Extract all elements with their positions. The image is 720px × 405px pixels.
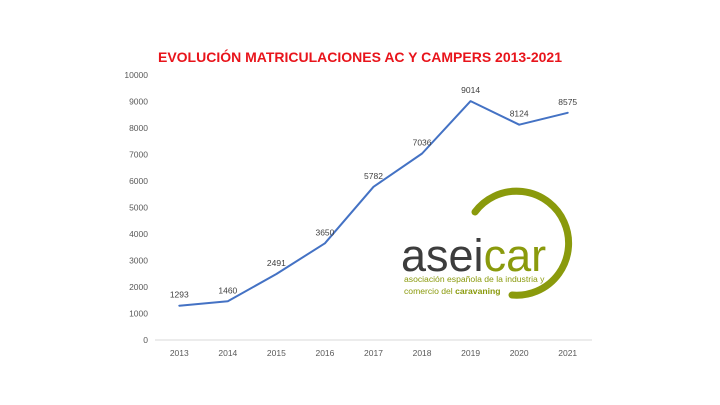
y-tick-label: 7000 (129, 150, 148, 160)
axes: 0 1000 2000 3000 4000 5000 6000 7000 8000 9000 100… (124, 70, 592, 358)
data-label: 2491 (267, 258, 286, 268)
data-label: 8124 (510, 109, 529, 119)
y-tick-label: 6000 (129, 176, 148, 186)
x-tick-label: 2021 (558, 348, 577, 358)
x-tick-label: 2014 (218, 348, 237, 358)
y-tick-label: 10000 (124, 70, 148, 80)
logo-subtitle-prefix: comercio del (404, 286, 455, 296)
logo-arc-shape (471, 187, 573, 299)
data-label: 9014 (461, 85, 480, 95)
x-tick-label: 2019 (461, 348, 480, 358)
y-tick-label: 9000 (129, 97, 148, 107)
logo-subtitle-line1: asociación española de la industria y (404, 274, 545, 284)
data-label: 3650 (315, 227, 334, 237)
x-tick-label: 2017 (364, 348, 383, 358)
data-label: 7036 (413, 138, 432, 148)
logo-wordmark-part1: asei (401, 230, 484, 281)
logo-wordmark-part2: car (484, 230, 547, 281)
logo-subtitle-line2: comercio del caravaning (404, 286, 501, 296)
aseicar-logo: aseicar asociación española de la indust… (401, 187, 573, 299)
data-label: 5782 (364, 171, 383, 181)
x-tick-label: 2015 (267, 348, 286, 358)
y-tick-label: 4000 (129, 229, 148, 239)
x-tick-label: 2013 (170, 348, 189, 358)
y-tick-label: 5000 (129, 203, 148, 213)
y-tick-label: 3000 (129, 256, 148, 266)
series: 1293 1460 2491 3650 5782 7036 9014 8124 8575 (170, 85, 577, 307)
data-label: 1293 (170, 290, 189, 300)
y-tick-label: 1000 (129, 309, 148, 319)
x-tick-label: 2020 (510, 348, 529, 358)
y-tick-label: 2000 (129, 282, 148, 292)
logo-wordmark: aseicar (401, 230, 546, 281)
x-tick-label: 2016 (315, 348, 334, 358)
chart-title: EVOLUCIÓN MATRICULACIONES AC Y CAMPERS 2… (158, 48, 562, 65)
logo-subtitle-bold: caravaning (455, 286, 500, 296)
y-tick-label: 8000 (129, 123, 148, 133)
data-label: 1460 (218, 285, 237, 295)
x-tick-label: 2018 (413, 348, 432, 358)
data-label: 8575 (558, 97, 577, 107)
y-tick-label: 0 (143, 335, 148, 345)
